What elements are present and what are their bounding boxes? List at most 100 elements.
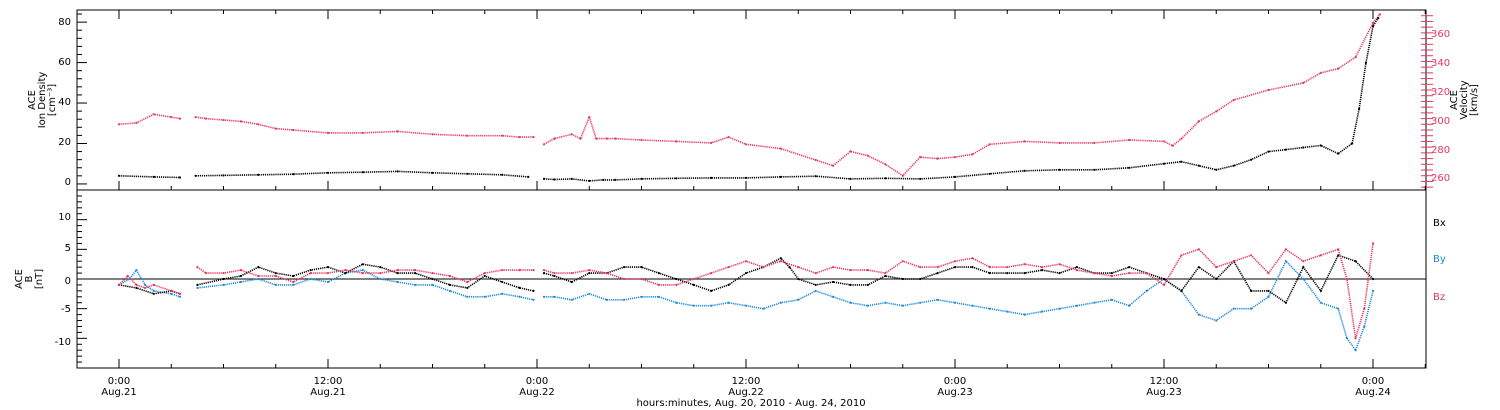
by-point-72 xyxy=(1284,260,1287,263)
xtick-date-2: Aug.22 xyxy=(519,387,554,398)
velocity-point-30 xyxy=(640,138,643,142)
by-point-36 xyxy=(657,295,661,298)
bx-point-55 xyxy=(1006,272,1009,275)
density-point-49 xyxy=(1358,108,1361,111)
bz-point-74 xyxy=(1302,260,1305,263)
by-point-33 xyxy=(605,298,608,301)
bx-point-27 xyxy=(542,272,546,275)
b-title-line-2: [nT] xyxy=(34,269,45,289)
xtick-date-0: Aug.21 xyxy=(101,387,136,398)
bz-point-73 xyxy=(1284,248,1287,251)
legend-bz: Bz xyxy=(1433,292,1445,303)
by-point-40 xyxy=(727,301,730,304)
by-point-67 xyxy=(1197,313,1200,316)
velocity-point-62 xyxy=(1371,21,1375,24)
data-points xyxy=(117,13,1382,352)
velocity-point-4 xyxy=(178,117,182,120)
bz-point-53 xyxy=(936,266,939,269)
by-point-5 xyxy=(170,292,173,295)
bz-point-42 xyxy=(744,260,748,263)
xtick-time-2: 0:00 xyxy=(526,376,548,387)
x-axis-title: hours:minutes, Aug. 20, 2010 - Aug. 24, … xyxy=(636,398,865,409)
bz-point-65 xyxy=(1145,272,1148,275)
bz-point-0 xyxy=(117,283,121,286)
bz-point-48 xyxy=(849,269,852,272)
velocity-point-50 xyxy=(1128,138,1131,142)
bottom-ytick-label-1: -5 xyxy=(61,304,71,315)
by-point-49 xyxy=(884,301,887,304)
bx-point-8 xyxy=(239,274,242,278)
by-point-50 xyxy=(901,304,904,307)
bz-point-66 xyxy=(1162,283,1166,286)
bz-point-69 xyxy=(1215,266,1218,269)
velocity-point-36 xyxy=(814,158,817,162)
density-point-20 xyxy=(602,178,605,181)
density-point-10 xyxy=(396,170,399,173)
velocity-segment-0 xyxy=(118,113,181,126)
density-point-33 xyxy=(1023,169,1026,172)
bz-point-5 xyxy=(170,289,173,292)
bx-point-58 xyxy=(1058,272,1061,275)
by-point-70 xyxy=(1250,307,1253,310)
legend-by-label: By xyxy=(1433,254,1446,265)
bx-point-76 xyxy=(1371,277,1375,281)
velocity-point-6 xyxy=(194,116,197,119)
bz-point-30 xyxy=(542,269,546,272)
velocity-segment-1 xyxy=(195,116,534,138)
density-point-31 xyxy=(953,175,957,178)
bz-point-41 xyxy=(727,266,730,269)
density-point-30 xyxy=(919,177,922,180)
density-segment-1 xyxy=(195,170,529,178)
bx-point-44 xyxy=(814,283,817,286)
xtick-time-4: 0:00 xyxy=(944,376,966,387)
bz-segment-1 xyxy=(196,266,534,283)
velocity-point-41 xyxy=(901,174,904,177)
bottom-ytick-label-4: 10 xyxy=(58,212,71,223)
legend-bz-label: Bz xyxy=(1433,292,1445,303)
by-point-14 xyxy=(309,277,312,281)
velocity-point-55 xyxy=(1215,110,1218,113)
velocity-point-16 xyxy=(431,133,434,136)
density-point-25 xyxy=(744,176,748,179)
by-segment-1 xyxy=(197,269,534,301)
density-point-21 xyxy=(614,178,617,181)
bx-point-32 xyxy=(623,266,626,269)
velocity-point-24 xyxy=(570,133,573,136)
by-point-48 xyxy=(866,304,870,307)
by-point-18 xyxy=(379,277,382,281)
bx-point-34 xyxy=(657,272,661,275)
bx-point-66 xyxy=(1197,266,1200,269)
bx-point-7 xyxy=(222,277,225,281)
bx-point-17 xyxy=(396,272,399,275)
velocity-point-11 xyxy=(274,127,277,130)
bz-point-58 xyxy=(1023,263,1026,266)
bz-point-40 xyxy=(710,272,713,275)
legend-bx-label: Bx xyxy=(1433,218,1446,229)
velocity-point-25 xyxy=(579,137,582,140)
by-point-47 xyxy=(849,301,852,304)
velocity-title-line-0: ACE xyxy=(1449,90,1460,110)
velocity-point-48 xyxy=(1058,141,1061,144)
bx-point-33 xyxy=(640,266,643,269)
density-point-52 xyxy=(1377,17,1380,20)
xtick-date-4: Aug.23 xyxy=(937,387,972,398)
by-point-20 xyxy=(414,283,417,286)
bz-point-2 xyxy=(135,283,138,286)
bz-point-35 xyxy=(623,277,626,281)
density-point-17 xyxy=(553,178,556,181)
by-point-15 xyxy=(326,280,330,284)
velocity-point-57 xyxy=(1267,88,1270,92)
density-point-28 xyxy=(849,177,852,180)
by-point-57 xyxy=(1023,313,1026,316)
bz-point-4 xyxy=(152,283,155,286)
density-point-22 xyxy=(640,177,643,180)
bx-point-9 xyxy=(257,266,260,269)
bz-point-57 xyxy=(1006,266,1009,269)
b-title-line-1: B xyxy=(24,275,35,282)
bz-point-45 xyxy=(797,266,800,269)
by-point-4 xyxy=(152,289,155,292)
bz-segment-2 xyxy=(543,243,1374,339)
xtick-time-0: 0:00 xyxy=(108,376,130,387)
density-point-36 xyxy=(1128,166,1131,169)
velocity-point-2 xyxy=(152,113,155,116)
